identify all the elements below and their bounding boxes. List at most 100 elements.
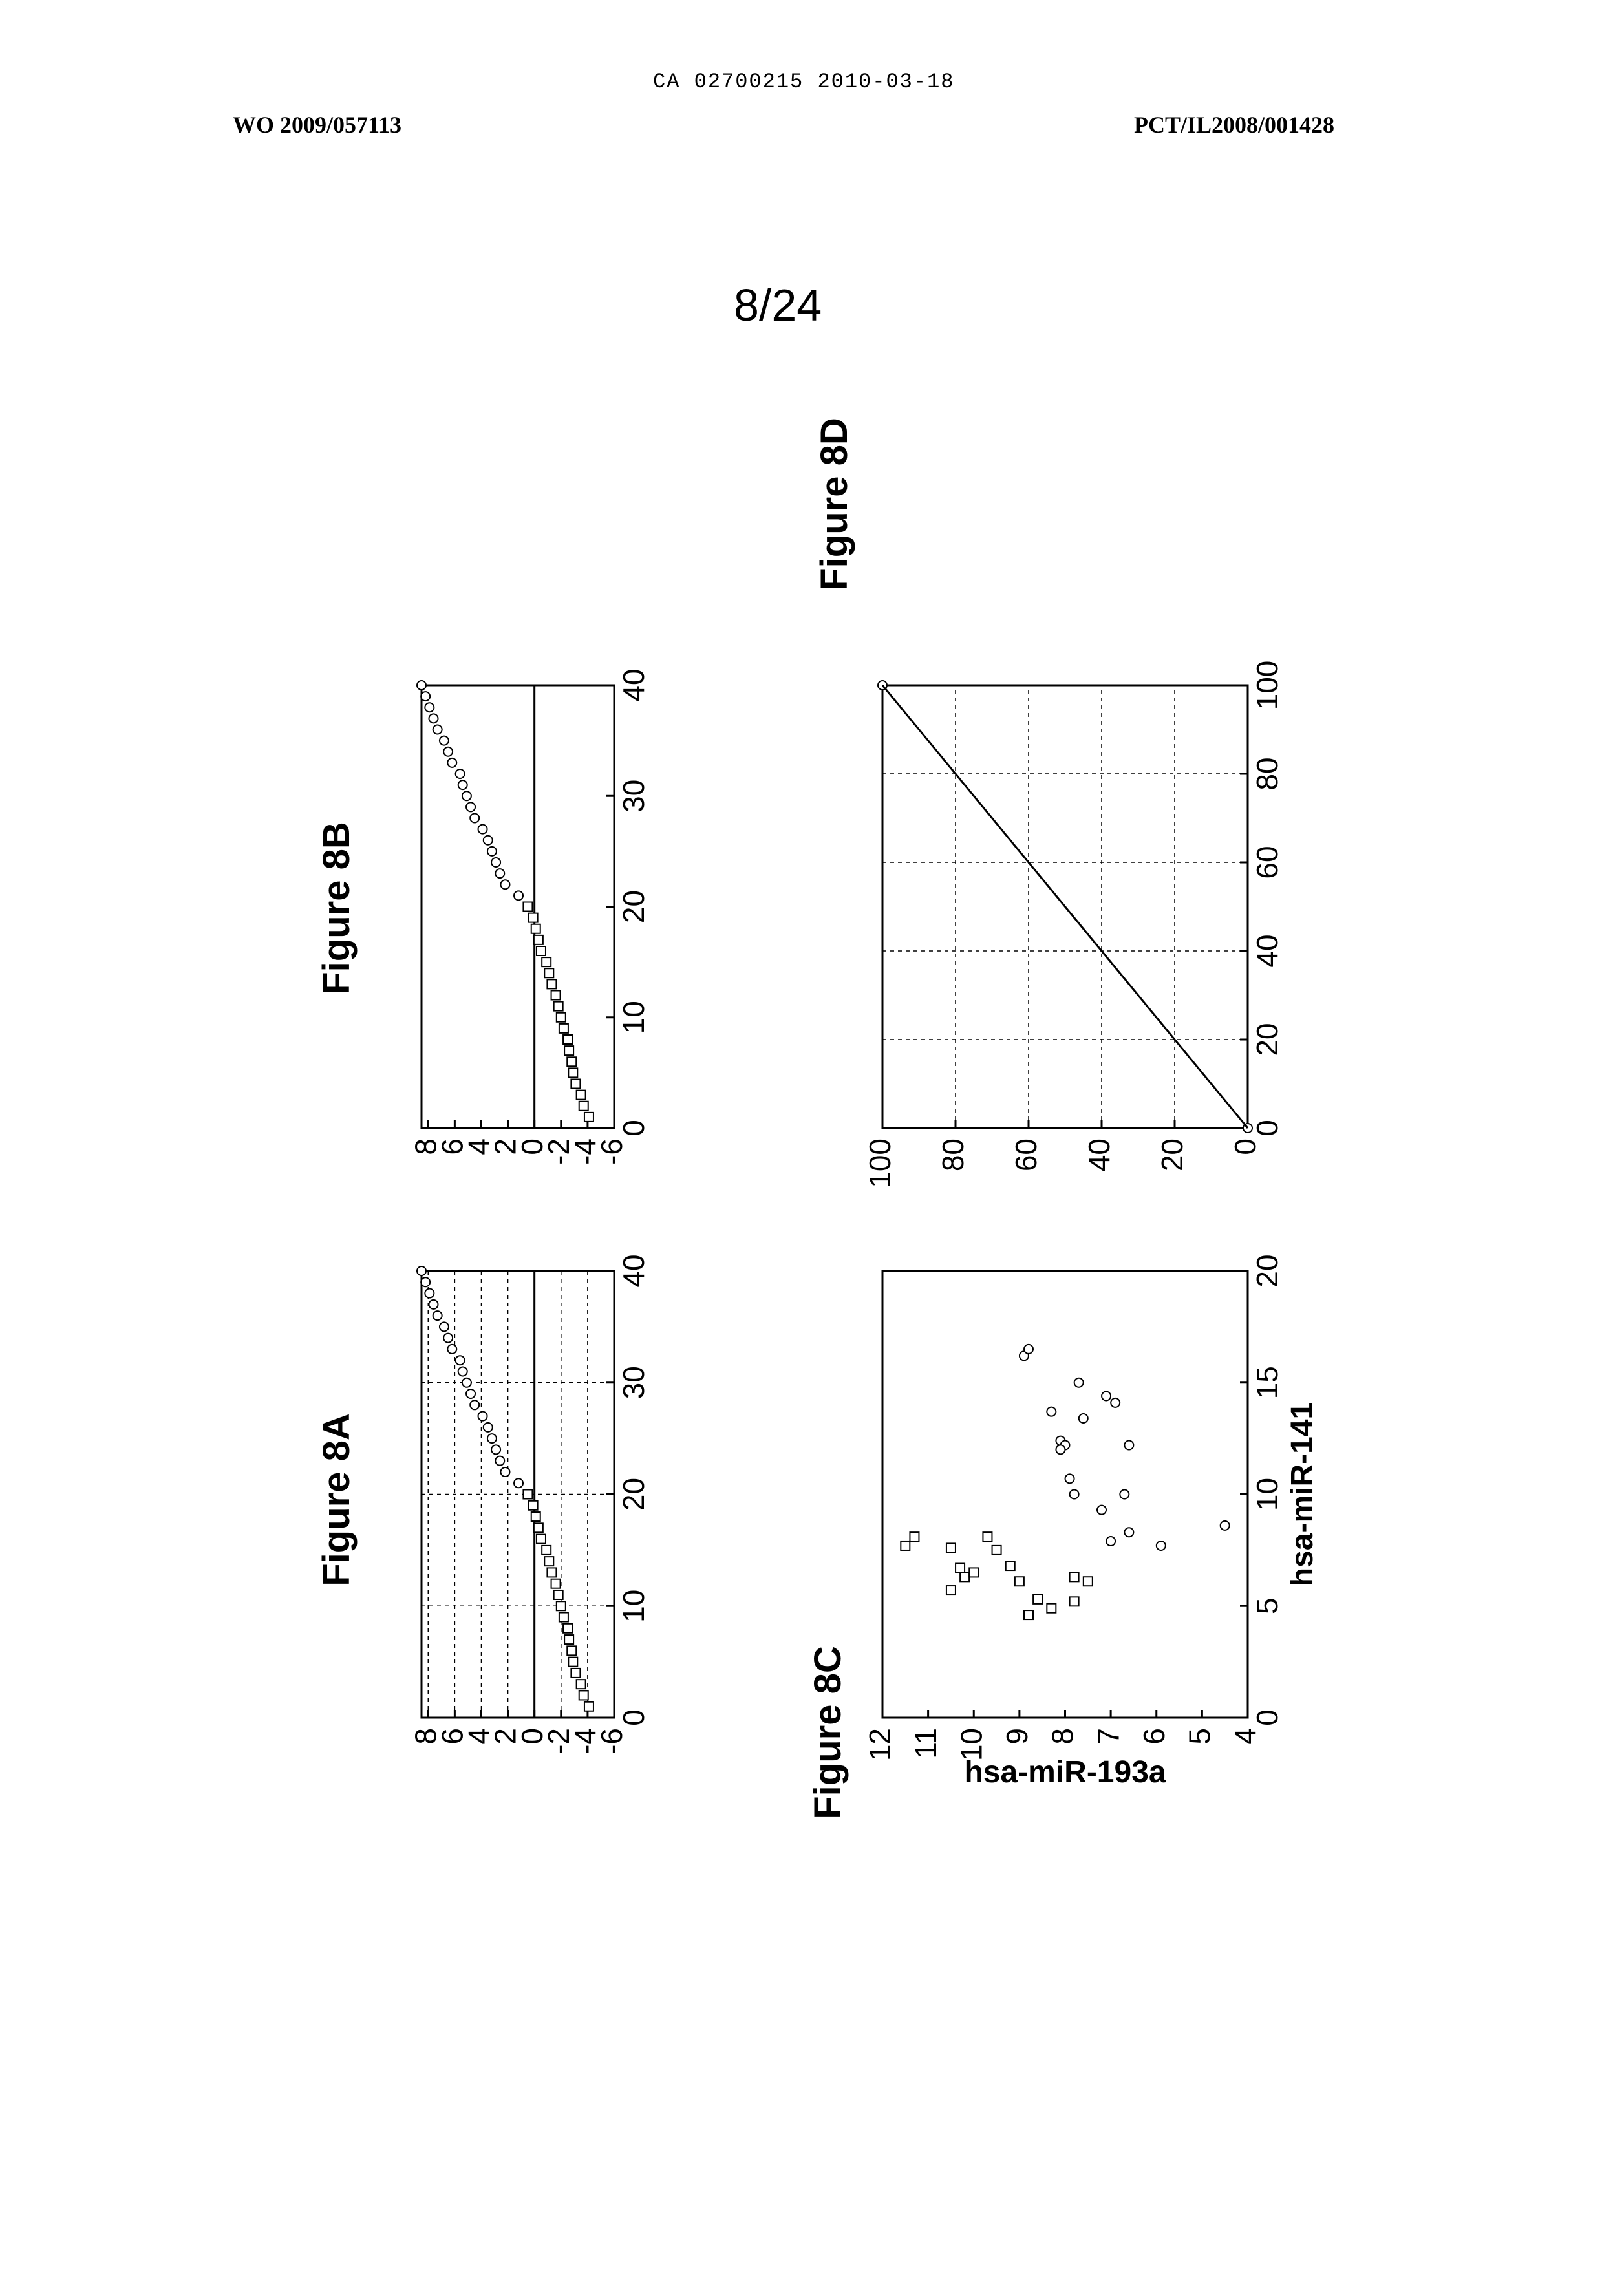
chart-8D-xtick-label: 100 — [1250, 661, 1284, 710]
chart-8A-xtick-label: 30 — [617, 1366, 650, 1399]
chart-8B-point — [495, 869, 504, 878]
chart-8A-point — [484, 1423, 493, 1432]
chart-8B-point — [584, 1113, 593, 1122]
chart-8B-point — [447, 758, 456, 767]
chart-8C-ylabel: hsa-miR-193a — [964, 1755, 1166, 1789]
chart-8C-ytick-label: 8 — [1046, 1728, 1080, 1745]
chart-8B-point — [537, 946, 546, 955]
chart-8D-xtick-label: 80 — [1250, 757, 1284, 790]
chart-8C-point — [1056, 1445, 1065, 1454]
chart-8B-xtick-label: 10 — [617, 1001, 650, 1034]
chart-8B-point — [523, 902, 532, 912]
chart-8C-xtick-label: 20 — [1250, 1254, 1284, 1287]
chart-8D-xtick-label: 40 — [1250, 934, 1284, 967]
chart-8A-point — [567, 1646, 576, 1655]
chart-8C-xtick-label: 10 — [1250, 1478, 1284, 1511]
chart-8B-point — [429, 714, 438, 723]
chart-8C-point — [946, 1586, 956, 1595]
chart-8D-xtick-label: 0 — [1250, 1120, 1284, 1136]
chart-8C-ytick-label: 7 — [1091, 1728, 1125, 1745]
chart-8B-point — [554, 1002, 563, 1011]
chart-8B-point — [440, 736, 449, 745]
chart-8B-xtick-label: 0 — [617, 1120, 650, 1136]
chart-8A-point — [529, 1501, 538, 1510]
chart-8B-point — [544, 968, 553, 977]
chart-8B-point — [567, 1057, 576, 1066]
chart-8C-point — [1124, 1528, 1133, 1537]
chart-8C-point — [1106, 1537, 1115, 1546]
chart-8D-ytick-label: 80 — [936, 1138, 970, 1171]
chart-8C-point — [1024, 1345, 1033, 1354]
chart-8B-point — [534, 935, 543, 944]
chart-8A-point — [421, 1277, 430, 1286]
chart-8C-xtick-label: 15 — [1250, 1366, 1284, 1399]
chart-8B-point — [500, 880, 509, 889]
chart-8D-ytick-label: 60 — [1009, 1138, 1043, 1171]
chart-8B-point — [529, 913, 538, 922]
chart-8C-point — [946, 1543, 956, 1552]
chart-8A-point — [534, 1523, 543, 1532]
chart-8A-point — [425, 1289, 434, 1298]
chart-8B-point — [470, 814, 479, 823]
chart-8B-xtick-label: 20 — [617, 890, 650, 923]
chart-8C-title: Figure 8C — [807, 1646, 849, 1819]
chart-8D-title: Figure 8D — [813, 418, 855, 591]
chart-8C-point — [1006, 1561, 1015, 1570]
chart-8A-point — [563, 1624, 572, 1633]
chart-8B-point — [421, 692, 430, 701]
chart-8C-point — [1070, 1572, 1079, 1581]
chart-8C-point — [901, 1541, 910, 1550]
chart-8B-point — [557, 1013, 566, 1022]
chart-8C-point — [1070, 1490, 1079, 1499]
chart-8C-point — [1102, 1391, 1111, 1400]
chart-8A-point — [500, 1467, 509, 1477]
chart-8B-ytick-label: 8 — [409, 1138, 442, 1155]
chart-8C-point — [1070, 1597, 1079, 1606]
chart-8A-point — [456, 1356, 465, 1365]
chart-8A-point — [487, 1434, 497, 1443]
chart-8A-point — [557, 1601, 566, 1610]
chart-8A-point — [491, 1445, 500, 1454]
chart-8B-point — [531, 924, 540, 933]
chart-8C-point — [1015, 1577, 1024, 1586]
chart-8B-point — [478, 825, 487, 834]
chart-8A-point — [470, 1400, 479, 1409]
chart-8A-point — [554, 1590, 563, 1599]
chart-8B-point — [568, 1068, 577, 1077]
chart-8A-point — [551, 1579, 561, 1588]
chart-8C-point — [1079, 1414, 1088, 1423]
chart-8A-point — [440, 1322, 449, 1331]
chart-8C-ytick-label: 6 — [1137, 1728, 1171, 1745]
chart-8B-point — [462, 791, 471, 800]
chart-8C-ytick-label: 4 — [1228, 1728, 1262, 1745]
chart-8A-point — [568, 1658, 577, 1667]
chart-8B-xtick-label: 40 — [617, 668, 650, 701]
chart-8D-ytick-label: 20 — [1155, 1138, 1189, 1171]
chart-8C-xtick-label: 0 — [1250, 1709, 1284, 1726]
chart-8D-ytick-label: 0 — [1228, 1138, 1262, 1155]
chart-8A-point — [531, 1512, 540, 1521]
chart-8B-point — [466, 802, 475, 811]
chart-8A-point — [495, 1456, 504, 1466]
chart-8B-point — [458, 780, 467, 789]
chart-8B-point — [456, 769, 465, 778]
chart-8C-point — [1033, 1595, 1042, 1604]
chart-8A-title: Figure 8A — [315, 1413, 358, 1586]
chart-8C-point — [910, 1532, 919, 1541]
chart-8B-point — [484, 836, 493, 845]
chart-8B-point — [487, 847, 497, 856]
chart-8A-xtick-label: 40 — [617, 1254, 650, 1287]
chart-8C-xlabel: hsa-miR-141 — [1285, 1402, 1320, 1586]
chart-8A-xtick-label: 0 — [617, 1709, 650, 1726]
chart-8A-point — [417, 1266, 426, 1275]
chart-8B-point — [425, 703, 434, 712]
chart-8C-point — [1047, 1407, 1056, 1416]
chart-8C-point — [1157, 1541, 1166, 1550]
chart-8C-point — [983, 1532, 992, 1541]
chart-8B-point — [551, 991, 561, 1000]
chart-8D-ytick-label: 40 — [1082, 1138, 1116, 1171]
chart-8B-point — [542, 957, 551, 966]
chart-8C-ytick-label: 5 — [1183, 1728, 1217, 1745]
chart-8C-point — [969, 1568, 978, 1577]
chart-8C-ytick-label: 9 — [1000, 1728, 1034, 1745]
